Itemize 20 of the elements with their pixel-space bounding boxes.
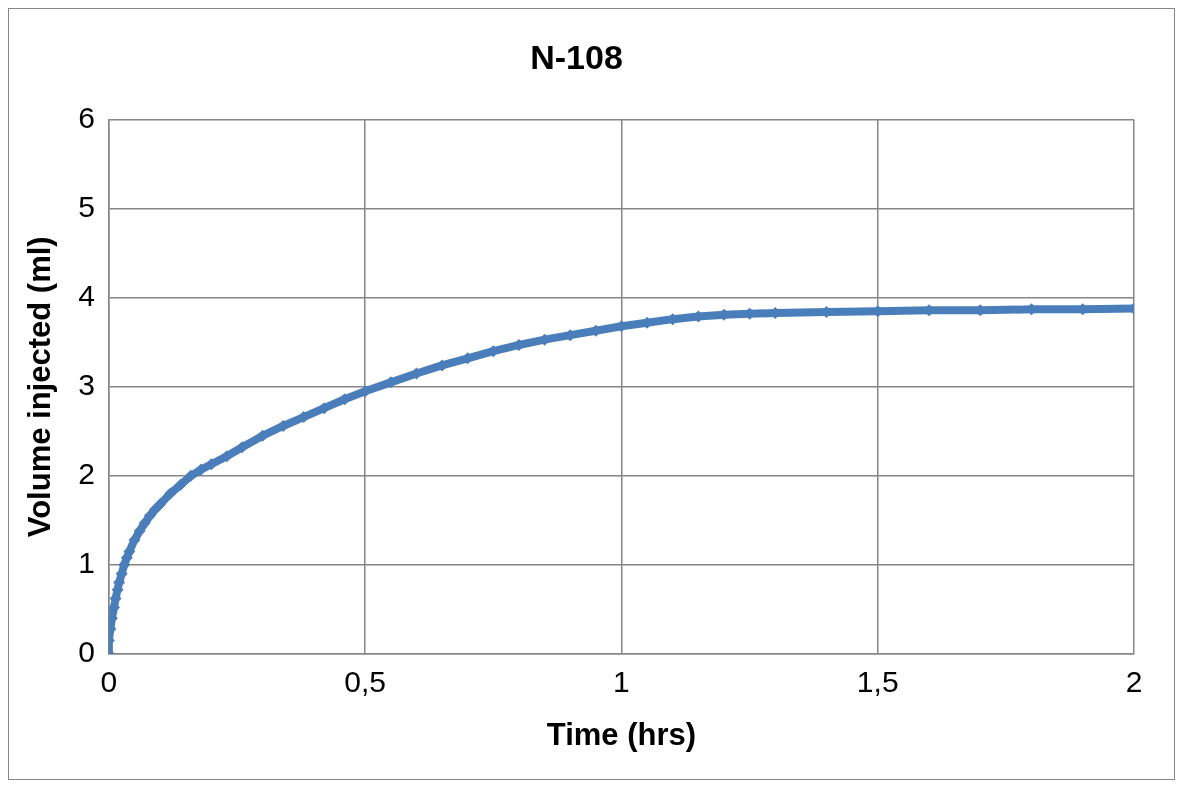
y-tick-label: 2 — [78, 457, 95, 491]
point — [164, 487, 177, 500]
x-tick-label: 0,5 — [344, 665, 387, 699]
y-tick-label: 6 — [78, 101, 95, 135]
x-tick-label: 1 — [613, 665, 630, 699]
y-axis-title: Volume injected (ml) — [22, 236, 58, 538]
x-tick-label: 2 — [1125, 665, 1143, 699]
y-tick-label: 4 — [78, 279, 95, 313]
point — [154, 498, 167, 511]
chart-title: N-108 — [530, 37, 623, 76]
y-tick-label: 1 — [78, 546, 95, 580]
x-tick-label: 0 — [100, 665, 118, 699]
y-tick-label: 0 — [78, 635, 95, 669]
y-tick-label: 3 — [78, 368, 95, 402]
point — [143, 509, 156, 522]
x-axis-title: Time (hrs) — [546, 716, 697, 752]
point — [184, 469, 197, 482]
x-tick-label: 1,5 — [856, 665, 899, 699]
y-tick-label: 5 — [78, 190, 95, 224]
point — [174, 478, 187, 491]
